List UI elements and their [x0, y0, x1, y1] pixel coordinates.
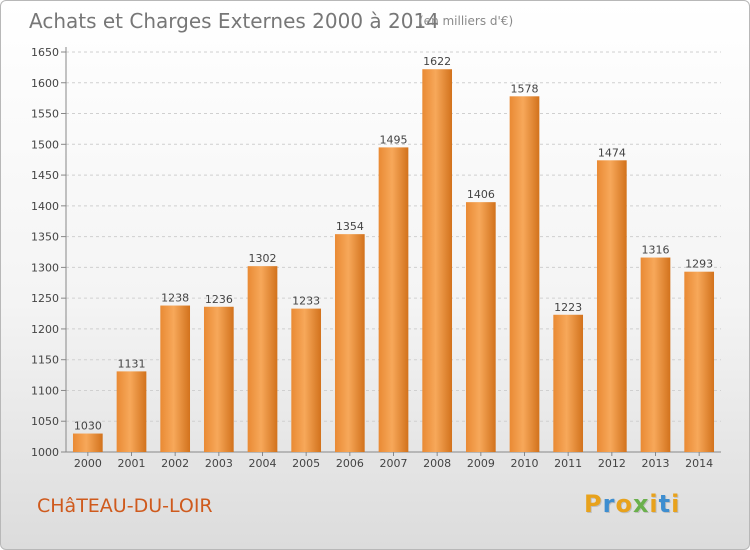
bar-value-label: 1293	[685, 258, 713, 271]
commune-name: CHâTEAU-DU-LOIR	[37, 495, 213, 517]
bar	[465, 202, 496, 452]
y-tick-label: 1250	[31, 292, 59, 305]
bar-value-label: 1238	[161, 292, 189, 305]
x-tick-label: 2006	[336, 457, 364, 470]
bar-value-label: 1131	[118, 357, 146, 370]
y-tick-label: 1450	[31, 169, 59, 182]
y-tick-label: 1000	[31, 446, 59, 459]
logo-letter: r	[602, 490, 616, 518]
bar-value-label: 1302	[249, 252, 277, 265]
logo-letter: P	[584, 490, 603, 518]
bar	[553, 314, 584, 452]
x-tick-label: 2001	[118, 457, 146, 470]
chart-title: Achats et Charges Externes 2000 à 2014	[29, 9, 439, 33]
x-tick-label: 2004	[249, 457, 277, 470]
y-tick-label: 1050	[31, 415, 59, 428]
bar	[596, 160, 627, 453]
bars	[72, 69, 715, 453]
x-tick-label: 2011	[554, 457, 582, 470]
y-tick-label: 1150	[31, 354, 59, 367]
x-tick-label: 2013	[642, 457, 670, 470]
bar	[334, 234, 365, 452]
bar-value-label: 1236	[205, 293, 233, 306]
bar	[247, 266, 278, 452]
x-tick-label: 2007	[380, 457, 408, 470]
logo-letter: t	[658, 490, 672, 518]
y-tick-label: 1350	[31, 231, 59, 244]
y-tick-label: 1200	[31, 323, 59, 336]
bar-value-label: 1030	[74, 420, 102, 433]
bar	[509, 96, 540, 453]
bar	[640, 257, 671, 452]
bar-value-label: 1495	[380, 133, 408, 146]
logo-letter: i	[649, 490, 659, 518]
y-tick-label: 1500	[31, 138, 59, 151]
x-tick-label: 2005	[292, 457, 320, 470]
logo-letter: o	[615, 490, 633, 518]
x-tick-label: 2002	[161, 457, 189, 470]
labels: 1030 2000 1131 2001 1238 2002 1236 2003 1302 2004…	[74, 55, 713, 470]
bar-value-label: 1354	[336, 220, 364, 233]
y-tick-label: 1400	[31, 200, 59, 213]
bar-value-label: 1233	[292, 295, 320, 308]
bar	[422, 69, 453, 452]
logo-letter: x	[632, 490, 650, 518]
y-tick-label: 1100	[31, 384, 59, 397]
x-tick-label: 2003	[205, 457, 233, 470]
x-tick-label: 2008	[423, 457, 451, 470]
bar-value-label: 1406	[467, 188, 495, 201]
bar	[291, 308, 322, 452]
y-tick-label: 1600	[31, 77, 59, 90]
x-tick-label: 2012	[598, 457, 626, 470]
x-tick-label: 2009	[467, 457, 495, 470]
bar	[160, 305, 191, 452]
bar	[72, 433, 103, 452]
bar-value-label: 1474	[598, 146, 626, 159]
bar	[203, 306, 234, 452]
bar	[378, 147, 409, 452]
y-tick-label: 1650	[31, 46, 59, 59]
bar-value-label: 1223	[554, 301, 582, 314]
bar	[684, 271, 715, 452]
bar-value-label: 1622	[423, 55, 451, 68]
y-tick-label: 1550	[31, 108, 59, 121]
y-tick-label: 1300	[31, 261, 59, 274]
proxiti-logo[interactable]: Proxiti	[584, 490, 680, 518]
axes: 1000 1050 1100 1150 1200 1250 1300 1350 1400 1450…	[31, 46, 721, 459]
bar-value-label: 1316	[642, 244, 670, 257]
x-tick-label: 2010	[511, 457, 539, 470]
bar-value-label: 1578	[511, 82, 539, 95]
chart-subtitle: (en milliers d'€)	[419, 14, 514, 28]
bar	[116, 371, 147, 452]
x-tick-label: 2000	[74, 457, 102, 470]
logo-letter: i	[671, 490, 681, 518]
x-tick-label: 2014	[685, 457, 713, 470]
